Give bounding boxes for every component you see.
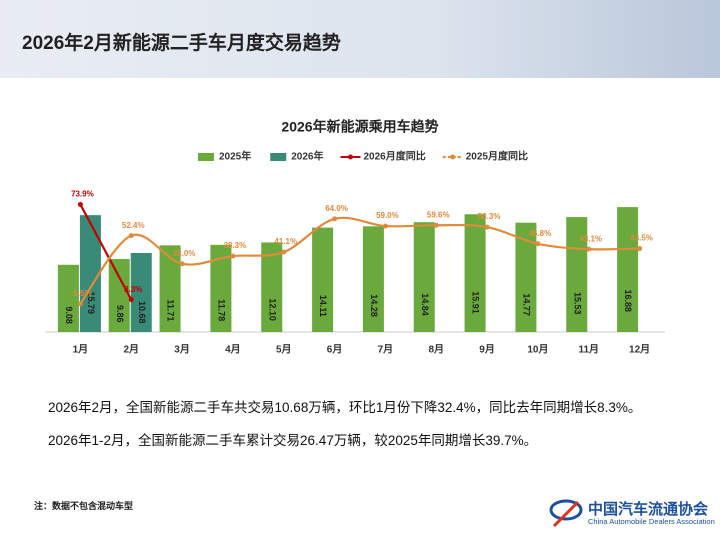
line [79, 203, 133, 301]
bar [515, 222, 537, 332]
bar-label: 16.88 [623, 290, 633, 313]
summary-line: 2026年2月，全国新能源二手车共交易10.68万辆，环比1月份下降32.4%，… [48, 400, 642, 415]
bar [159, 245, 181, 332]
bar [261, 242, 283, 332]
bar-label: 14.28 [369, 294, 379, 317]
x-tick-label: 10月 [527, 344, 548, 356]
bar-label: 9.08 [64, 306, 74, 324]
logo-icon [549, 499, 583, 528]
x-tick-label: 1月 [73, 344, 89, 356]
bar [413, 222, 435, 332]
point-label: 58.3% [478, 212, 501, 221]
bar [566, 217, 588, 332]
bar-label: 15.79 [86, 292, 96, 315]
chart: 2026年新能源乘用车趋势 1月 2月 3月 4月 5月 6月 7月 8月 9月 10月 11月 12… [45, 119, 665, 356]
bar-label: 11.78 [217, 299, 227, 321]
x-tick-label: 3月 [174, 344, 190, 356]
line-point [281, 249, 287, 255]
bar-label: 15.91 [471, 291, 481, 314]
point-label: 52.4% [122, 221, 145, 230]
line-point [484, 224, 490, 230]
line-point [382, 223, 388, 229]
point-label: 59.0% [376, 211, 399, 220]
line-point [535, 241, 541, 247]
line-point [77, 301, 83, 307]
legend-swatch [270, 153, 287, 161]
point-label: 38.3% [224, 241, 247, 250]
bar [79, 215, 101, 332]
bar-label: 10.68 [137, 301, 147, 324]
point-label: 59.6% [427, 210, 450, 219]
line-point [586, 246, 592, 252]
bar [210, 244, 232, 332]
bar-label: 14.11 [318, 295, 328, 317]
line-point [637, 246, 643, 252]
header: 2026年2月新能源二手车月度交易趋势 [0, 0, 720, 78]
bar-label: 15.53 [572, 292, 582, 315]
bar [108, 259, 130, 332]
bar [362, 226, 384, 332]
line-point [128, 297, 134, 303]
legend-label: 2025年 [219, 150, 251, 163]
x-tick-label: 8月 [428, 344, 444, 356]
bar-label: 14.77 [522, 293, 532, 316]
line-point [77, 201, 83, 207]
logo-en: China Automobile Dealers Association [588, 517, 715, 526]
line-point [179, 261, 185, 267]
header-title: 2026年2月新能源二手车月度交易趋势 [22, 33, 341, 54]
x-tick-label: 12月 [629, 344, 650, 356]
point-label: 64.0% [325, 204, 348, 213]
bar [464, 214, 486, 332]
legend-label: 2026年 [291, 150, 323, 163]
bar [130, 252, 152, 332]
note: 注：数据不包含混动车型 [34, 501, 134, 511]
bar [617, 207, 639, 332]
legend-label: 2025月度同比 [466, 150, 528, 163]
point-label: 8.3% [124, 285, 142, 294]
bar [57, 264, 79, 332]
point-label: 46.8% [529, 229, 552, 238]
bar-label: 12.10 [267, 298, 277, 321]
x-tick-label: 6月 [327, 344, 343, 356]
logo-cn: 中国汽车流通协会 [588, 501, 709, 518]
legend-swatch [198, 153, 214, 161]
point-label: 43.1% [579, 234, 602, 243]
chart-title: 2026年新能源乘用车趋势 [281, 119, 438, 135]
legend-swatch [348, 154, 353, 160]
legend-label: 2026月度同比 [364, 150, 426, 163]
bar [312, 227, 334, 332]
bar-label: 14.84 [420, 293, 430, 316]
bar-label: 11.71 [166, 299, 176, 321]
point-label: 73.9% [71, 190, 94, 199]
x-tick-label: 11月 [578, 344, 599, 356]
bar-label: 9.86 [115, 305, 125, 323]
line-point [128, 233, 134, 239]
point-label: 5.5% [73, 289, 91, 298]
logo: 中国汽车流通协会 China Automobile Dealers Associ… [548, 496, 716, 532]
x-tick-label: 9月 [479, 344, 495, 356]
point-label: 43.5% [630, 234, 653, 243]
legend-swatch [450, 154, 456, 160]
x-tick-label: 2月 [123, 344, 139, 356]
point-label: 41.1% [274, 237, 297, 246]
line-point [433, 222, 439, 228]
x-tick-label: 4月 [225, 344, 241, 356]
line-point [230, 253, 236, 259]
line-point [332, 216, 338, 222]
summary-line: 2026年1-2月，全国新能源二手车累计交易26.47万辆，较2025年同期增长… [48, 433, 538, 448]
point-label: 33.0% [173, 249, 196, 258]
x-tick-label: 7月 [378, 344, 394, 356]
x-tick-label: 5月 [276, 344, 292, 356]
